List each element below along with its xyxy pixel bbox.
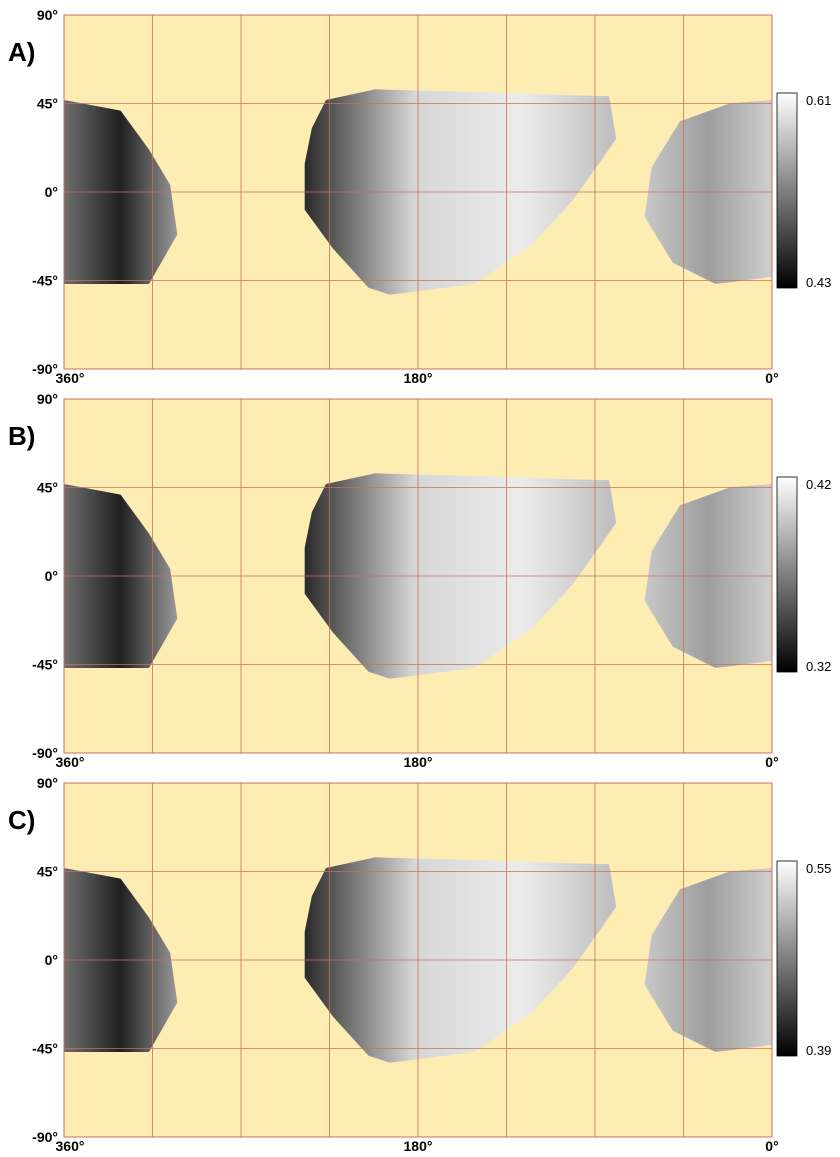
longitude-tick-label: 360°: [56, 754, 85, 770]
map-panel-a: 90° 45° 0° -45° -90°360° 180° 0° A) 0.61 0.43: [8, 7, 831, 386]
longitude-tick-label: 360°: [56, 370, 85, 386]
map-panel-c: 90° 45° 0° -45° -90°360° 180° 0° C) 0.55 0.39: [8, 775, 831, 1154]
map-frame: [63, 398, 773, 754]
longitude-tick-label: 180°: [404, 1138, 433, 1152]
latitude-tick-label: -90°: [32, 745, 58, 761]
latitude-tick-label: 90°: [37, 7, 58, 23]
latitude-tick-label: -45°: [32, 1041, 58, 1057]
latitude-tick-label: 90°: [37, 775, 58, 791]
latitude-tick-label: 0°: [45, 568, 58, 584]
colorbar: [776, 92, 798, 289]
colorbar-max-label: 0.55: [806, 861, 831, 876]
latitude-tick-label: -90°: [32, 361, 58, 377]
colorbar: [776, 476, 798, 673]
panel-label: C): [8, 805, 35, 835]
panel-label: B): [8, 421, 35, 451]
panel-label: A): [8, 37, 35, 67]
latitude-tick-label: -45°: [32, 657, 58, 673]
latitude-tick-label: 0°: [45, 184, 58, 200]
latitude-tick-label: 45°: [37, 96, 58, 112]
longitude-tick-label: 180°: [404, 370, 433, 386]
longitude-tick-label: 0°: [765, 1138, 778, 1152]
colorbar-max-label: 0.42: [806, 477, 831, 492]
latitude-tick-label: 90°: [37, 391, 58, 407]
latitude-tick-label: 45°: [37, 480, 58, 496]
map-frame: [63, 782, 773, 1138]
latitude-tick-label: 45°: [37, 864, 58, 880]
colorbar-min-label: 0.43: [806, 275, 831, 290]
longitude-tick-label: 0°: [765, 754, 778, 770]
map-panel-b: 90° 45° 0° -45° -90°360° 180° 0° B) 0.42 0.32: [8, 391, 831, 770]
colorbar-max-label: 0.61: [806, 93, 831, 108]
colorbar-min-label: 0.32: [806, 659, 831, 674]
longitude-tick-label: 360°: [56, 1138, 85, 1152]
latitude-tick-label: -90°: [32, 1129, 58, 1145]
longitude-tick-label: 0°: [765, 370, 778, 386]
colorbar-min-label: 0.39: [806, 1043, 831, 1058]
latitude-tick-label: -45°: [32, 273, 58, 289]
longitude-tick-label: 180°: [404, 754, 433, 770]
map-frame: [63, 14, 773, 370]
colorbar: [776, 860, 798, 1057]
latitude-tick-label: 0°: [45, 952, 58, 968]
